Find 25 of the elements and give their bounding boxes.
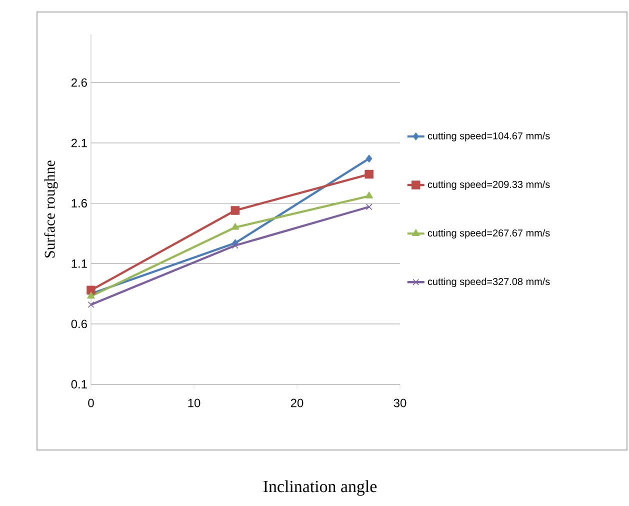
point — [366, 204, 372, 210]
legend-label: cutting speed=209.33 mm/s — [428, 180, 550, 190]
x-tick-label: 0 — [88, 398, 94, 408]
x-tick-label: 30 — [394, 398, 406, 408]
y-tick-label: 1.1 — [72, 259, 87, 268]
y-tick-label: 1.6 — [72, 199, 87, 208]
point — [230, 206, 240, 215]
point — [365, 192, 373, 198]
point — [86, 286, 96, 295]
y-axis-title: Surface roughne — [44, 160, 58, 258]
point — [232, 242, 238, 249]
y-tick-label: 2.6 — [71, 78, 87, 87]
x-tick-label: 20 — [290, 398, 304, 408]
point — [366, 154, 372, 162]
point — [364, 170, 374, 179]
x-axis-title: Inclination angle — [263, 480, 377, 496]
y-tick-label: 2.1 — [71, 138, 87, 148]
point — [231, 223, 240, 230]
legend-label: cutting speed=327.08 mm/s — [428, 278, 550, 288]
x-tick-label: 10 — [188, 398, 200, 408]
legend-label: cutting speed=104.67 mm/s — [428, 132, 550, 142]
y-tick-label: 0.1 — [71, 380, 87, 389]
y-tick-label: 0.6 — [71, 320, 87, 328]
legend-label: cutting speed=267.67 mm/s — [428, 229, 550, 238]
point — [88, 301, 94, 308]
